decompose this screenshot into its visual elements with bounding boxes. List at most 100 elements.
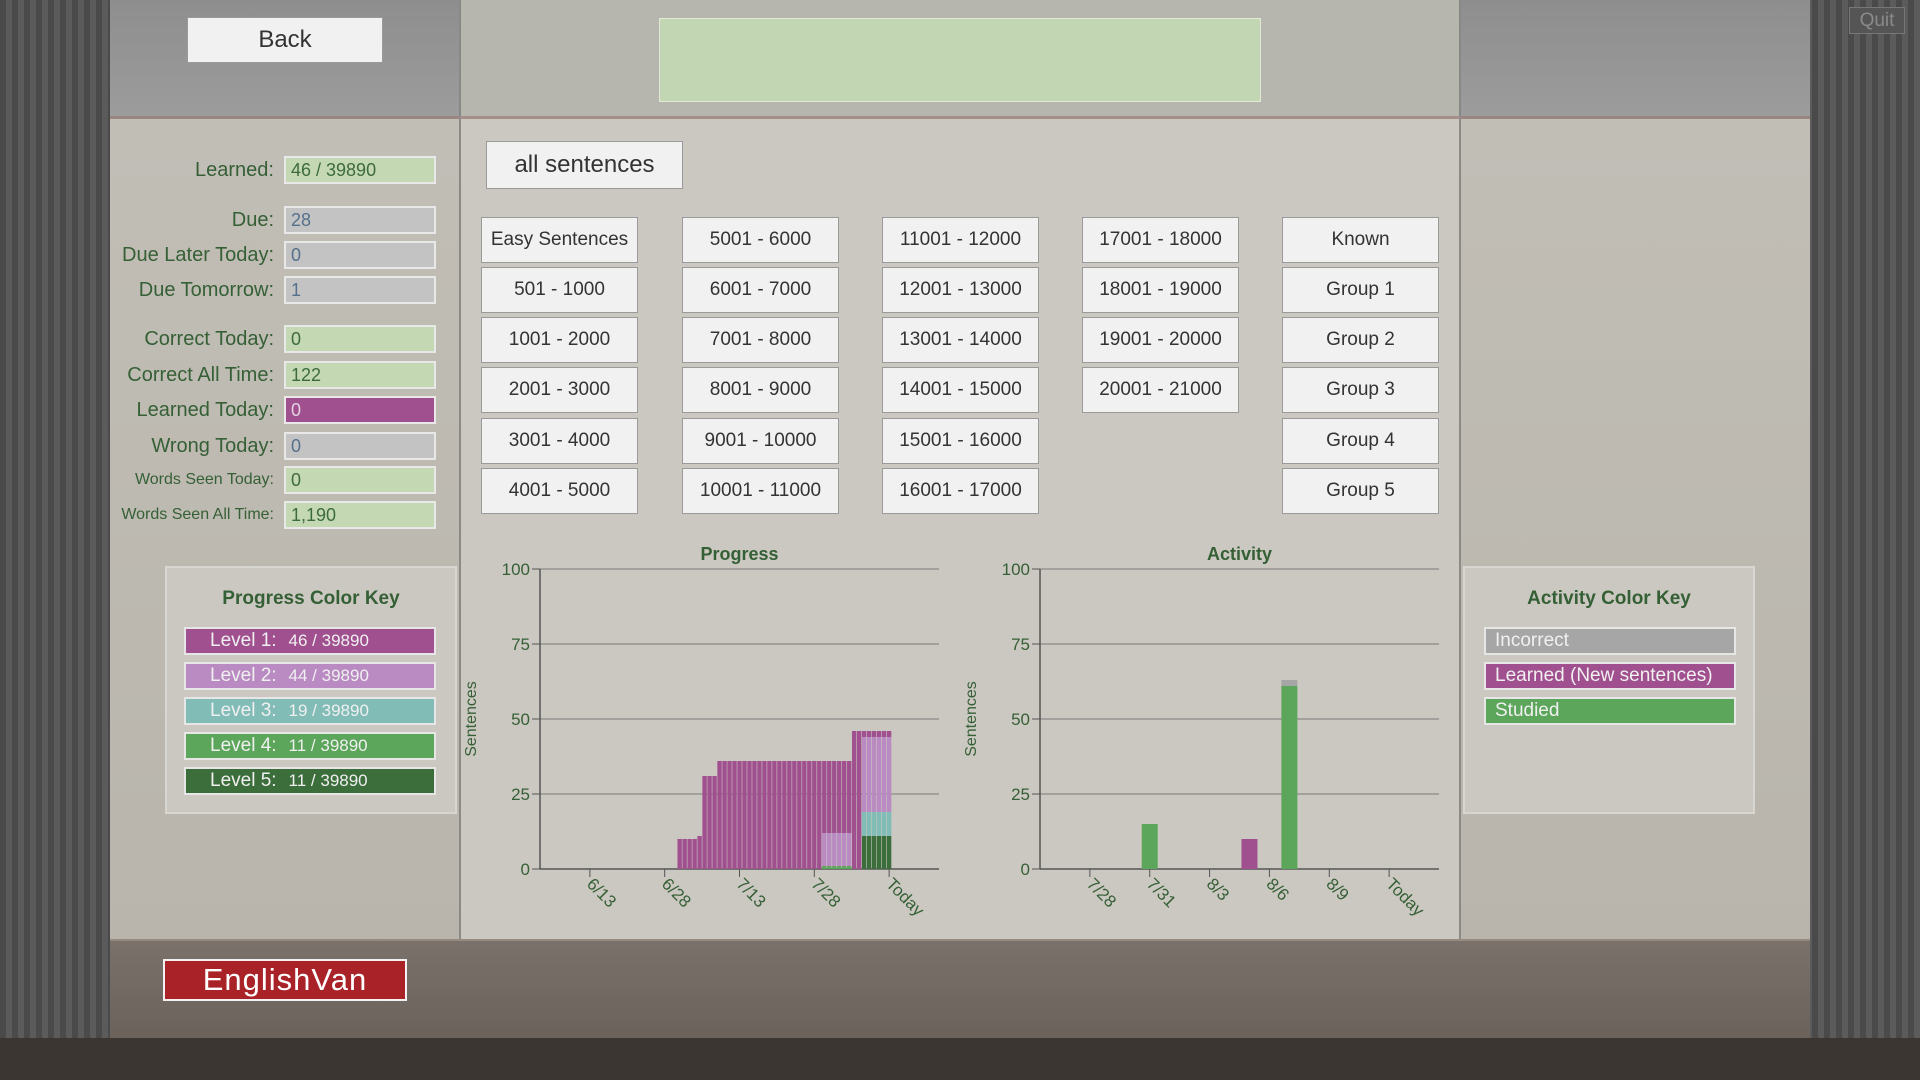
bar-segment (886, 737, 892, 812)
activity-key-title: Activity Color Key (1527, 588, 1691, 609)
bar-segment (677, 839, 682, 869)
bar-segment (876, 731, 882, 737)
progress-key-title: Progress Color Key (222, 588, 400, 609)
range-button[interactable]: 3001 - 4000 (481, 418, 638, 464)
range-button[interactable]: 9001 - 10000 (682, 418, 839, 464)
bar-segment (782, 761, 787, 869)
stat-label: Learned: (195, 159, 274, 181)
bar-segment (757, 761, 762, 869)
range-button[interactable]: 14001 - 15000 (882, 367, 1039, 413)
x-tick-label: 7/28 (1083, 874, 1120, 911)
range-button[interactable]: 11001 - 12000 (882, 217, 1039, 263)
bar-segment (832, 866, 837, 869)
bar-segment (827, 833, 832, 866)
bar-segment (871, 812, 877, 836)
stat-label: Words Seen Today: (134, 471, 274, 488)
range-button[interactable]: 8001 - 9000 (682, 367, 839, 413)
stat-label: Due: (231, 209, 274, 231)
stat-value: 0 (284, 432, 436, 460)
quit-button[interactable]: Quit (1849, 7, 1905, 34)
stat-label: Learned Today: (136, 399, 274, 421)
range-button[interactable]: 20001 - 21000 (1082, 367, 1239, 413)
key-label: Level 4: (210, 735, 277, 756)
progress-chart: Progress Sentences 0 25 50 75 100 6/13 6/28 7/13 7… (463, 544, 939, 920)
bar-segment (847, 866, 852, 869)
bar-segment (727, 761, 732, 869)
x-tick-label: 6/28 (658, 874, 695, 911)
bar-segment (842, 866, 847, 869)
bar-segment (1141, 824, 1158, 869)
range-button[interactable]: 4001 - 5000 (481, 468, 638, 514)
stat-label: Due Later Today: (122, 244, 274, 266)
range-button[interactable]: 7001 - 8000 (682, 317, 839, 363)
range-button[interactable]: 6001 - 7000 (682, 267, 839, 313)
range-button[interactable]: Group 3 (1282, 367, 1439, 413)
range-button[interactable]: Known (1282, 217, 1439, 263)
bar-segment (857, 731, 862, 869)
y-tick-label: 0 (521, 860, 530, 879)
range-button[interactable]: 13001 - 14000 (882, 317, 1039, 363)
range-button[interactable]: 18001 - 19000 (1082, 267, 1239, 313)
y-tick-label: 75 (511, 635, 530, 654)
key-item: Level 1: 46 / 39890 (184, 627, 436, 655)
bar-segment (697, 836, 702, 869)
y-tick-label: 25 (511, 785, 530, 804)
y-tick-label: 100 (1002, 560, 1030, 579)
range-button[interactable]: Group 5 (1282, 468, 1439, 514)
y-tick-label: 0 (1021, 860, 1030, 879)
range-button[interactable]: 501 - 1000 (481, 267, 638, 313)
bar-segment (812, 761, 817, 869)
bar-segment (767, 761, 772, 869)
bar-segment (722, 761, 727, 869)
bar-segment (737, 761, 742, 869)
key-label: Level 3: (210, 700, 277, 721)
bar-segment (871, 731, 877, 737)
bar-segment (787, 761, 792, 869)
bar-segment (822, 833, 827, 866)
filter-button[interactable]: all sentences (486, 141, 683, 189)
range-button[interactable]: 15001 - 16000 (882, 418, 1039, 464)
bar-segment (871, 836, 877, 869)
bar-segment (732, 761, 737, 869)
activity-key-panel (1463, 566, 1755, 814)
chart-title: Progress (700, 544, 778, 564)
bar-segment (861, 731, 867, 737)
bar-segment (747, 761, 752, 869)
bar-segment (861, 737, 867, 812)
bar-segment (707, 776, 712, 869)
bar-segment (866, 812, 872, 836)
stat-value: 1 (284, 276, 436, 304)
key-label: Level 2: (210, 665, 277, 686)
range-button[interactable]: Group 4 (1282, 418, 1439, 464)
bar-segment (881, 731, 887, 737)
bar-segment (837, 866, 842, 869)
range-button[interactable]: 17001 - 18000 (1082, 217, 1239, 263)
stat-value: 28 (284, 206, 436, 234)
bar-segment (837, 833, 842, 866)
bar-segment (827, 761, 832, 833)
activity-chart: Activity Sentences 0 25 50 75 100 7/28 7/31 8/3 8/… (963, 544, 1439, 920)
bar-segment (837, 761, 842, 833)
range-button[interactable]: Easy Sentences (481, 217, 638, 263)
x-tick-label: Today (1382, 874, 1428, 920)
range-button[interactable]: 5001 - 6000 (682, 217, 839, 263)
key-label: Level 1: (210, 630, 277, 651)
range-button[interactable]: Group 2 (1282, 317, 1439, 363)
range-button[interactable]: 1001 - 2000 (481, 317, 638, 363)
x-tick-label: 7/31 (1143, 874, 1180, 911)
range-button[interactable]: 2001 - 3000 (481, 367, 638, 413)
key-label: Level 5: (210, 770, 277, 791)
bar-segment (682, 839, 687, 869)
back-button[interactable]: Back (187, 17, 383, 63)
range-button[interactable]: 19001 - 20000 (1082, 317, 1239, 363)
bar-segment (762, 761, 767, 869)
bar-segment (807, 761, 812, 869)
key-item: Level 5: 11 / 39890 (184, 767, 436, 795)
bar-segment (687, 839, 692, 869)
range-button[interactable]: 10001 - 11000 (682, 468, 839, 514)
y-tick-label: 75 (1011, 635, 1030, 654)
range-button[interactable]: 12001 - 13000 (882, 267, 1039, 313)
range-button[interactable]: 16001 - 17000 (882, 468, 1039, 514)
range-button[interactable]: Group 1 (1282, 267, 1439, 313)
bar-segment (827, 866, 832, 869)
